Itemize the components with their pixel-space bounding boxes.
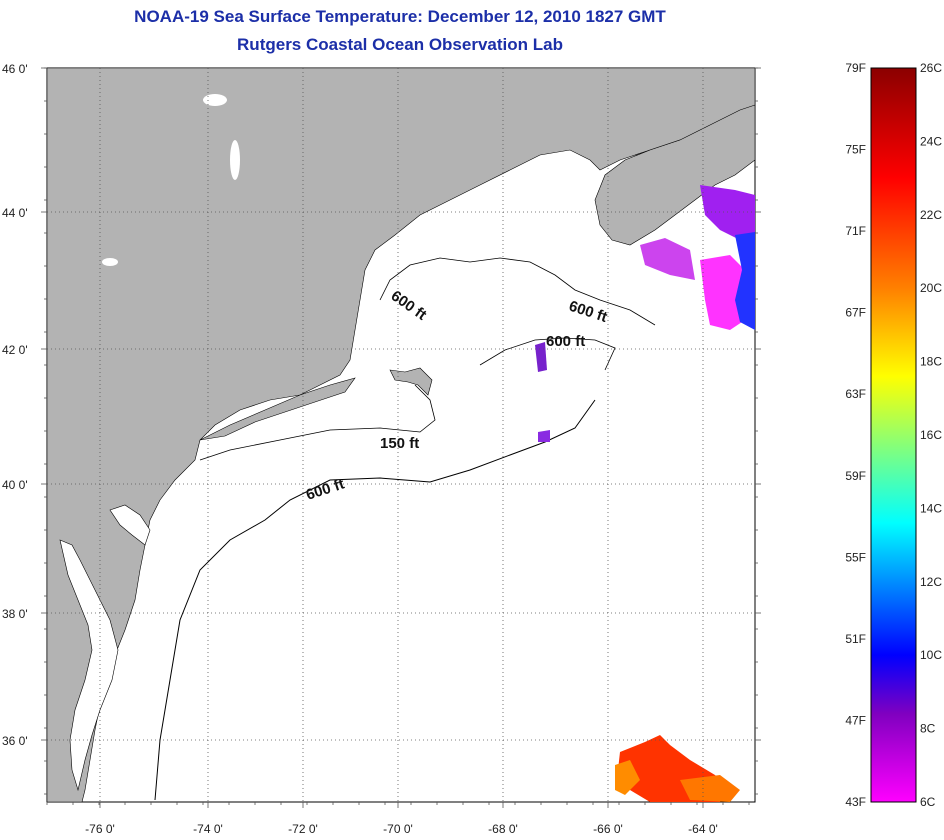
longitude-label: -72 0' xyxy=(288,822,318,836)
celsius-label: 10C xyxy=(920,648,942,662)
latitude-label: 44 0' xyxy=(2,206,28,220)
colorbar-gradient xyxy=(870,67,917,803)
fahrenheit-label: 55F xyxy=(845,550,866,564)
fahrenheit-label: 63F xyxy=(845,387,866,401)
celsius-label: 14C xyxy=(920,501,942,515)
latitude-label: 36 0' xyxy=(2,734,28,748)
map-title: NOAA-19 Sea Surface Temperature: Decembe… xyxy=(134,7,666,26)
celsius-label: 6C xyxy=(920,795,936,809)
latitude-label: 38 0' xyxy=(2,607,28,621)
lake xyxy=(230,140,240,180)
celsius-label: 8C xyxy=(920,722,936,736)
latitude-label: 40 0' xyxy=(2,478,28,492)
celsius-label: 20C xyxy=(920,281,942,295)
fahrenheit-label: 67F xyxy=(845,306,866,320)
sst-patch xyxy=(735,232,755,330)
sst-patch xyxy=(535,342,547,372)
celsius-label: 12C xyxy=(920,575,942,589)
sst-data-patches xyxy=(535,185,755,802)
latitude-label: 46 0' xyxy=(2,62,28,76)
fahrenheit-label: 71F xyxy=(845,224,866,238)
contour-label: 600 ft xyxy=(546,333,585,350)
longitude-label: -74 0' xyxy=(193,822,223,836)
lake xyxy=(203,94,227,106)
celsius-label: 18C xyxy=(920,355,942,369)
longitude-label: -70 0' xyxy=(383,822,413,836)
contour-600ft-gulf xyxy=(379,257,656,326)
map-subtitle: Rutgers Coastal Ocean Observation Lab xyxy=(237,35,563,54)
graticule xyxy=(41,67,761,808)
contour-600ft-georges xyxy=(479,337,616,371)
cape-cod xyxy=(389,367,433,396)
fahrenheit-label: 43F xyxy=(845,795,866,809)
longitude-label: -66 0' xyxy=(593,822,623,836)
sst-map: 600 ft 600 ft 600 ft 150 ft 600 ft 46 0'… xyxy=(2,62,761,836)
contour-150ft xyxy=(199,384,436,461)
fahrenheit-label: 79F xyxy=(845,61,866,75)
latitude-label: 42 0' xyxy=(2,343,28,357)
longitude-label: -68 0' xyxy=(488,822,518,836)
sst-patch xyxy=(640,238,695,280)
contour-600ft-shelf xyxy=(154,399,596,801)
axis-labels: 46 0' 44 0' 42 0' 40 0' 38 0' 36 0' -76 0' -74 … xyxy=(2,62,718,836)
celsius-label: 22C xyxy=(920,208,942,222)
temperature-colorbar: 79F 75F 71F 67F 63F 59F 55F 51F 47F 43F 26C 24C 22C 2… xyxy=(845,61,942,809)
delaware-bay xyxy=(109,504,151,546)
fahrenheit-label: 51F xyxy=(845,632,866,646)
sst-patch xyxy=(700,185,755,240)
fahrenheit-label: 59F xyxy=(845,469,866,483)
celsius-label: 26C xyxy=(920,61,942,75)
longitude-label: -64 0' xyxy=(688,822,718,836)
chesapeake-bay xyxy=(59,539,119,792)
nova-scotia xyxy=(594,104,756,246)
longitude-label: -76 0' xyxy=(85,822,115,836)
sst-patch xyxy=(700,255,745,330)
lake xyxy=(102,258,118,266)
sst-patch xyxy=(680,775,740,802)
sst-patch xyxy=(538,430,550,442)
fahrenheit-label: 47F xyxy=(845,713,866,727)
sst-patch xyxy=(615,760,640,795)
contour-label: 150 ft xyxy=(380,435,419,452)
fahrenheit-label: 75F xyxy=(845,143,866,157)
colorbar-labels: 79F 75F 71F 67F 63F 59F 55F 51F 47F 43F 26C 24C 22C 2… xyxy=(845,61,942,809)
celsius-label: 24C xyxy=(920,134,942,148)
long-island xyxy=(199,377,356,441)
celsius-label: 16C xyxy=(920,428,942,442)
